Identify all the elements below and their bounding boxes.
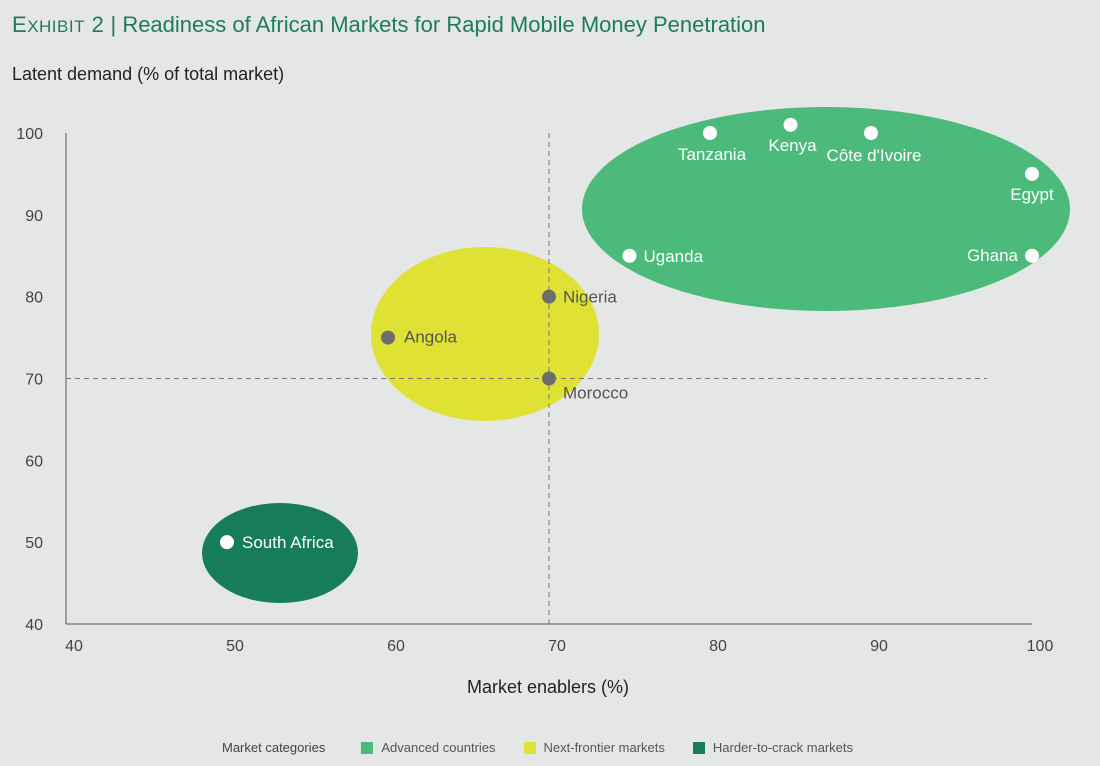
y-tick-label: 80 [25,290,43,307]
legend-label: Next-frontier markets [543,740,665,755]
legend-swatch [523,741,536,754]
legend-item-advanced-countries: Advanced countries [361,740,496,755]
point-label-morocco: Morocco [563,384,628,403]
bubble-harder-to-crack-markets [202,503,358,603]
point-morocco [542,371,556,386]
y-axis-title: Latent demand (% of total market) [12,64,285,84]
point-label-c-te-d-ivoire: Côte d'Ivoire [827,146,922,165]
x-tick-label: 80 [709,638,727,655]
y-tick-label: 40 [25,617,43,634]
point-label-tanzania: Tanzania [678,145,747,164]
x-tick-label: 60 [387,638,405,655]
legend: Market categories Advanced countries Next… [222,740,881,755]
y-tick-label: 100 [16,126,43,143]
title-separator: | [110,12,123,37]
legend-swatch [361,741,374,754]
point-ghana [1025,248,1039,263]
data-points: Tanzania Kenya Côte d'Ivoire Egypt Uganda Gha… [220,117,1054,552]
legend-label: Advanced countries [381,740,496,755]
bubble-next-frontier-markets [371,247,599,421]
x-tick-label: 70 [548,638,566,655]
point-label-nigeria: Nigeria [563,288,617,307]
y-tick-label: 60 [25,453,43,470]
exhibit-label: EXHIBIT 2 [12,12,105,37]
x-tick-label: 100 [1027,638,1054,655]
title-text: Readiness of African Markets for Rapid M… [122,12,766,37]
point-label-angola: Angola [404,328,457,347]
y-tick-label: 50 [25,535,43,552]
point-south-africa [220,535,234,550]
point-label-south-africa: South Africa [242,533,334,552]
bubble-advanced-countries [582,107,1070,311]
tick-labels: 40 50 60 70 80 90 100 40 50 60 70 80 90 100 [16,126,1053,655]
point-tanzania [703,126,717,140]
point-angola [381,330,395,345]
legend-item-harder-to-crack-markets: Harder-to-crack markets [692,740,854,755]
point-kenya [783,117,798,132]
point-c-te-d-ivoire [864,126,878,140]
point-label-egypt: Egypt [1010,185,1054,204]
legend-title: Market categories [222,740,326,755]
point-label-uganda: Uganda [644,247,704,266]
chart-title: EXHIBIT 2 | Readiness of African Markets… [12,12,766,38]
legend-swatch [692,741,705,754]
point-egypt [1025,166,1039,181]
point-label-ghana: Ghana [967,246,1019,265]
point-label-kenya: Kenya [768,136,817,155]
x-axis-title: Market enablers (%) [467,677,629,697]
legend-item-next-frontier-markets: Next-frontier markets [523,740,665,755]
x-tick-label: 40 [65,638,83,655]
y-tick-label: 90 [25,208,43,225]
point-nigeria [542,289,556,304]
point-uganda [622,248,637,263]
x-tick-label: 50 [226,638,244,655]
x-tick-label: 90 [870,638,888,655]
legend-label: Harder-to-crack markets [712,740,854,755]
category-bubbles [202,107,1070,603]
y-tick-label: 70 [25,372,43,389]
